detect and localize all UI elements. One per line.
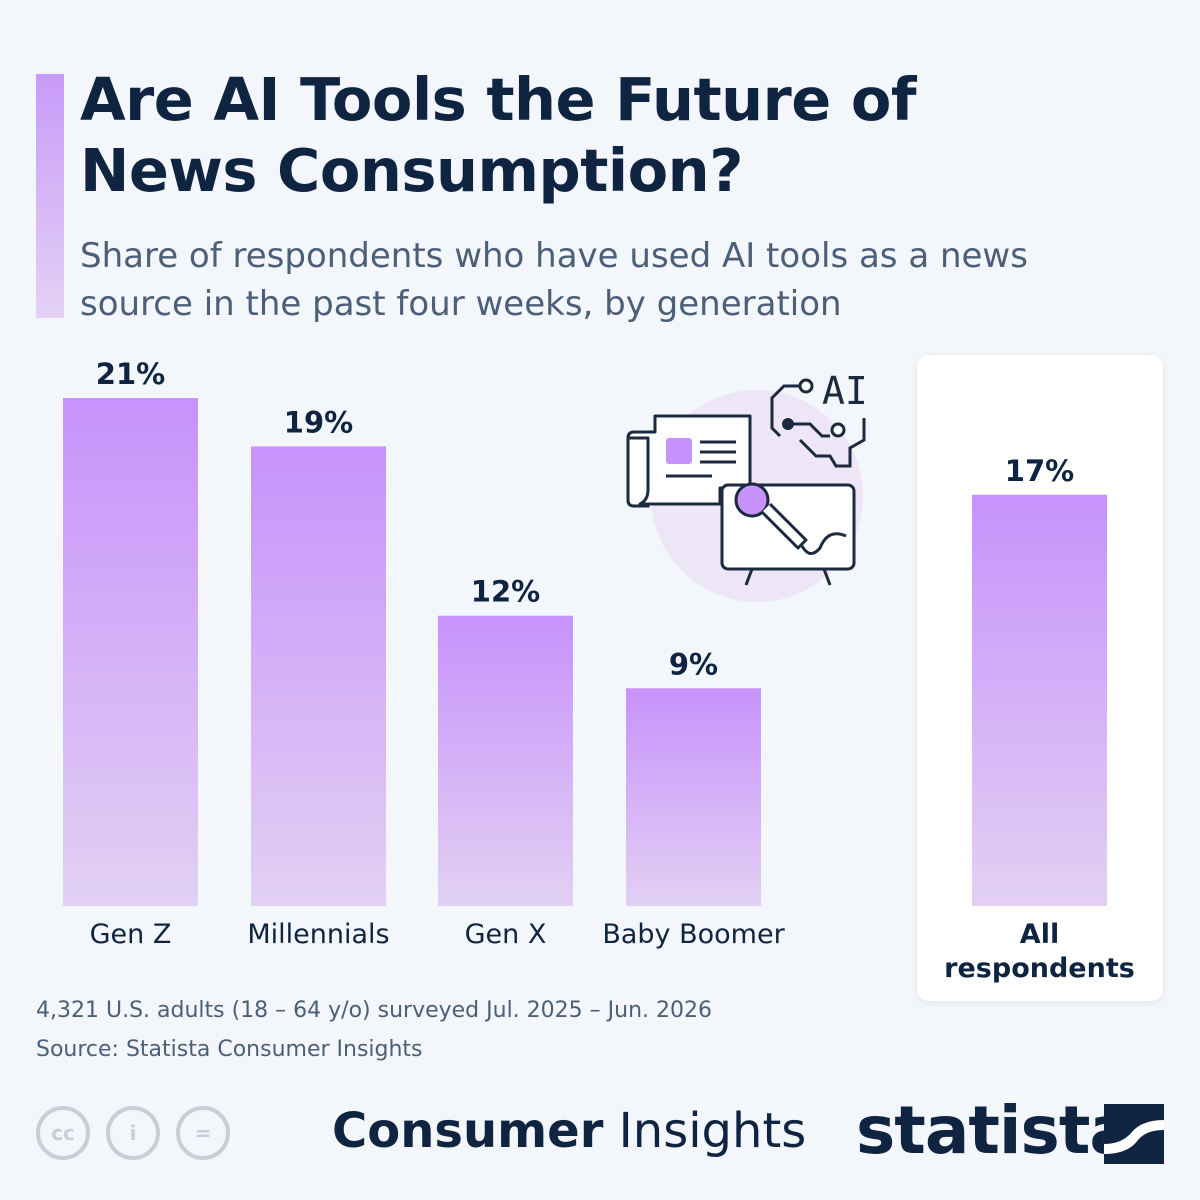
- cc-icon: cc: [36, 1106, 90, 1160]
- value-label: 17%: [1005, 454, 1074, 488]
- bar-all-respondents: [972, 494, 1107, 906]
- category-label-all-respondents: respondents: [944, 953, 1135, 984]
- category-label: Gen Z: [90, 919, 172, 950]
- bar-gen-x: [438, 615, 573, 906]
- page-subtitle: Share of respondents who have used AI to…: [80, 236, 1028, 324]
- by-icon: i: [106, 1106, 160, 1160]
- statista-logo: statista: [856, 1092, 1134, 1169]
- nd-icon: =: [176, 1106, 230, 1160]
- value-label: 21%: [96, 357, 165, 391]
- consumer-insights-brand: Consumer Insights: [332, 1103, 806, 1159]
- brand-light: Insights: [618, 1103, 807, 1159]
- bar-gen-z: [63, 398, 198, 906]
- category-label-all-respondents: All: [1020, 919, 1059, 950]
- bar-millennials: [251, 446, 386, 906]
- title-accent-bar: [36, 74, 64, 318]
- value-label: 19%: [284, 405, 353, 439]
- category-label: Baby Boomer: [602, 919, 785, 950]
- category-label: Gen X: [465, 919, 547, 950]
- bar-baby-boomer: [626, 688, 761, 906]
- survey-note: 4,321 U.S. adults (18 – 64 y/o) surveyed…: [36, 998, 712, 1023]
- page-title: Are AI Tools the Future of News Consumpt…: [80, 65, 917, 205]
- news-ai-illustration-icon: AI: [626, 369, 868, 602]
- value-label: 12%: [471, 575, 540, 609]
- ai-icon-text: AI: [822, 369, 868, 413]
- license-icons: cc i =: [36, 1106, 230, 1160]
- brand-bold: Consumer: [332, 1103, 604, 1159]
- value-label: 9%: [669, 647, 718, 681]
- bar-chart: 21% Gen Z 19% Millennials 12% Gen X 9% Baby Boo…: [63, 357, 1135, 984]
- source-note: Source: Statista Consumer Insights: [36, 1037, 423, 1062]
- statista-mark-icon: [1104, 1104, 1164, 1164]
- category-label: Millennials: [247, 919, 389, 950]
